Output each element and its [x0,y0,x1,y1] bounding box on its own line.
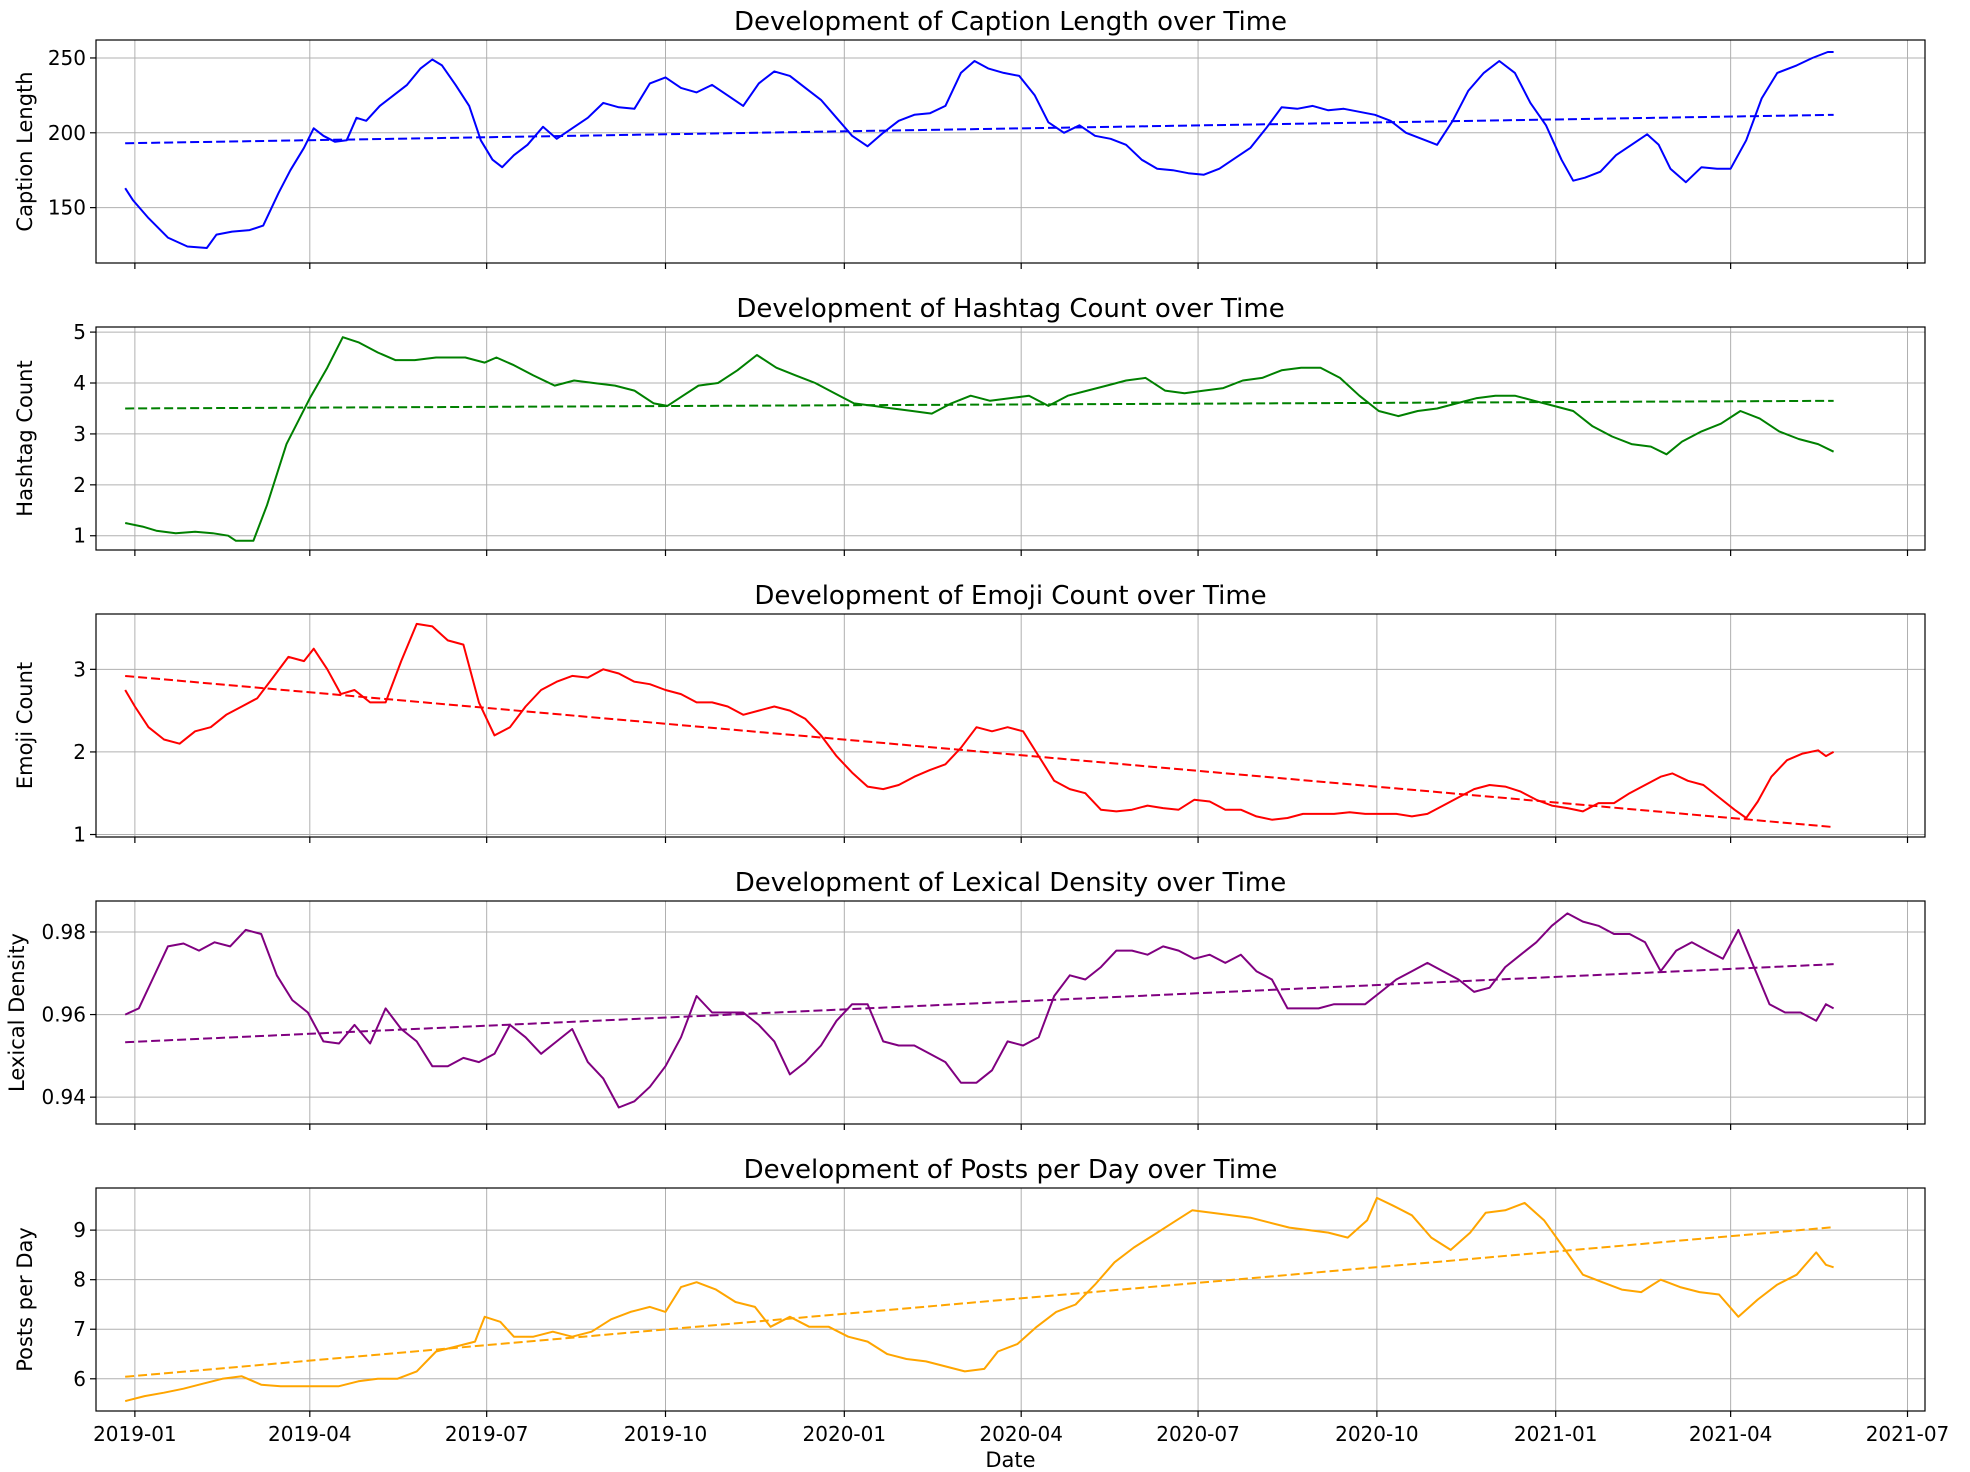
trend-line [125,1226,1834,1378]
y-tick-label: 3 [73,657,86,681]
panel-emoji-count: 1 2 3 Development of Emoji Count over Time E… [13,581,1926,847]
chart-title: Development of Lexical Density over Time [735,868,1287,898]
trend-line [125,113,1834,145]
series-line [124,336,1835,542]
y-axis-label: Caption Length [13,71,37,231]
series-line [124,51,1834,249]
y-axis-label: Posts per Day [13,1227,37,1372]
chart-title: Development of Emoji Count over Time [754,581,1266,611]
y-tick-label: 0.96 [41,1003,86,1027]
y-tick-label: 200 [48,121,86,145]
x-tick-label: 2019-07 [445,1422,529,1446]
panel-hashtag-count: 1 2 3 4 5 Development of Hashtag Count over T… [13,294,1926,556]
series-line [124,622,1835,821]
y-tick-label: 7 [73,1317,86,1341]
x-axis-label: Date [985,1448,1035,1472]
y-tick-label: 8 [73,1268,86,1292]
chart-title: Development of Posts per Day over Time [744,1155,1278,1185]
x-tick-label: 2021-07 [1866,1422,1950,1446]
y-tick-label: 5 [73,320,86,344]
trend-line [125,963,1834,1044]
y-tick-label: 1 [73,823,86,847]
y-tick-label: 9 [73,1218,86,1242]
trend-line [125,399,1834,410]
series-line [124,1196,1834,1403]
y-tick-label: 2 [73,740,86,764]
chart-title: Development of Hashtag Count over Time [736,294,1284,324]
x-tick-label: 2020-01 [803,1422,887,1446]
y-tick-label: 250 [48,46,86,70]
panel-caption-length: 150 200 250 Development of Caption Length o… [13,7,1926,269]
x-tick-label: 2019-01 [93,1422,177,1446]
panel-posts-per-day: 6 7 8 9 Development of Posts per Day over Ti… [13,1155,1949,1446]
y-axis-label: Emoji Count [13,662,37,789]
axes-frame [95,326,1926,551]
y-tick-label: 4 [73,371,86,395]
axes-frame [95,613,1926,838]
y-tick-label: 0.98 [41,920,86,944]
y-axis-label: Hashtag Count [13,360,37,516]
x-tick-label: 2020-10 [1335,1422,1419,1446]
axes-frame [95,39,1926,264]
panel-lexical-density: 0.94 0.96 0.98 Development of Lexical Densi… [5,868,1926,1130]
x-tick-label: 2021-01 [1514,1422,1598,1446]
y-tick-label: 6 [73,1367,86,1391]
y-tick-label: 150 [48,196,86,220]
chart-title: Development of Caption Length over Time [734,7,1287,37]
y-axis-label: Lexical Density [5,933,29,1092]
y-tick-label: 0.94 [41,1085,86,1109]
x-tick-label: 2019-10 [624,1422,708,1446]
x-tick-label: 2021-04 [1689,1422,1773,1446]
series-line [124,912,1835,1109]
axes-frame [95,1187,1926,1412]
x-tick-label: 2019-04 [268,1422,352,1446]
x-tick-label: 2020-04 [979,1422,1063,1446]
y-tick-label: 1 [73,524,86,548]
axes-frame [95,900,1926,1125]
x-tick-label: 2020-07 [1156,1422,1240,1446]
y-tick-label: 2 [73,473,86,497]
y-tick-label: 3 [73,422,86,446]
